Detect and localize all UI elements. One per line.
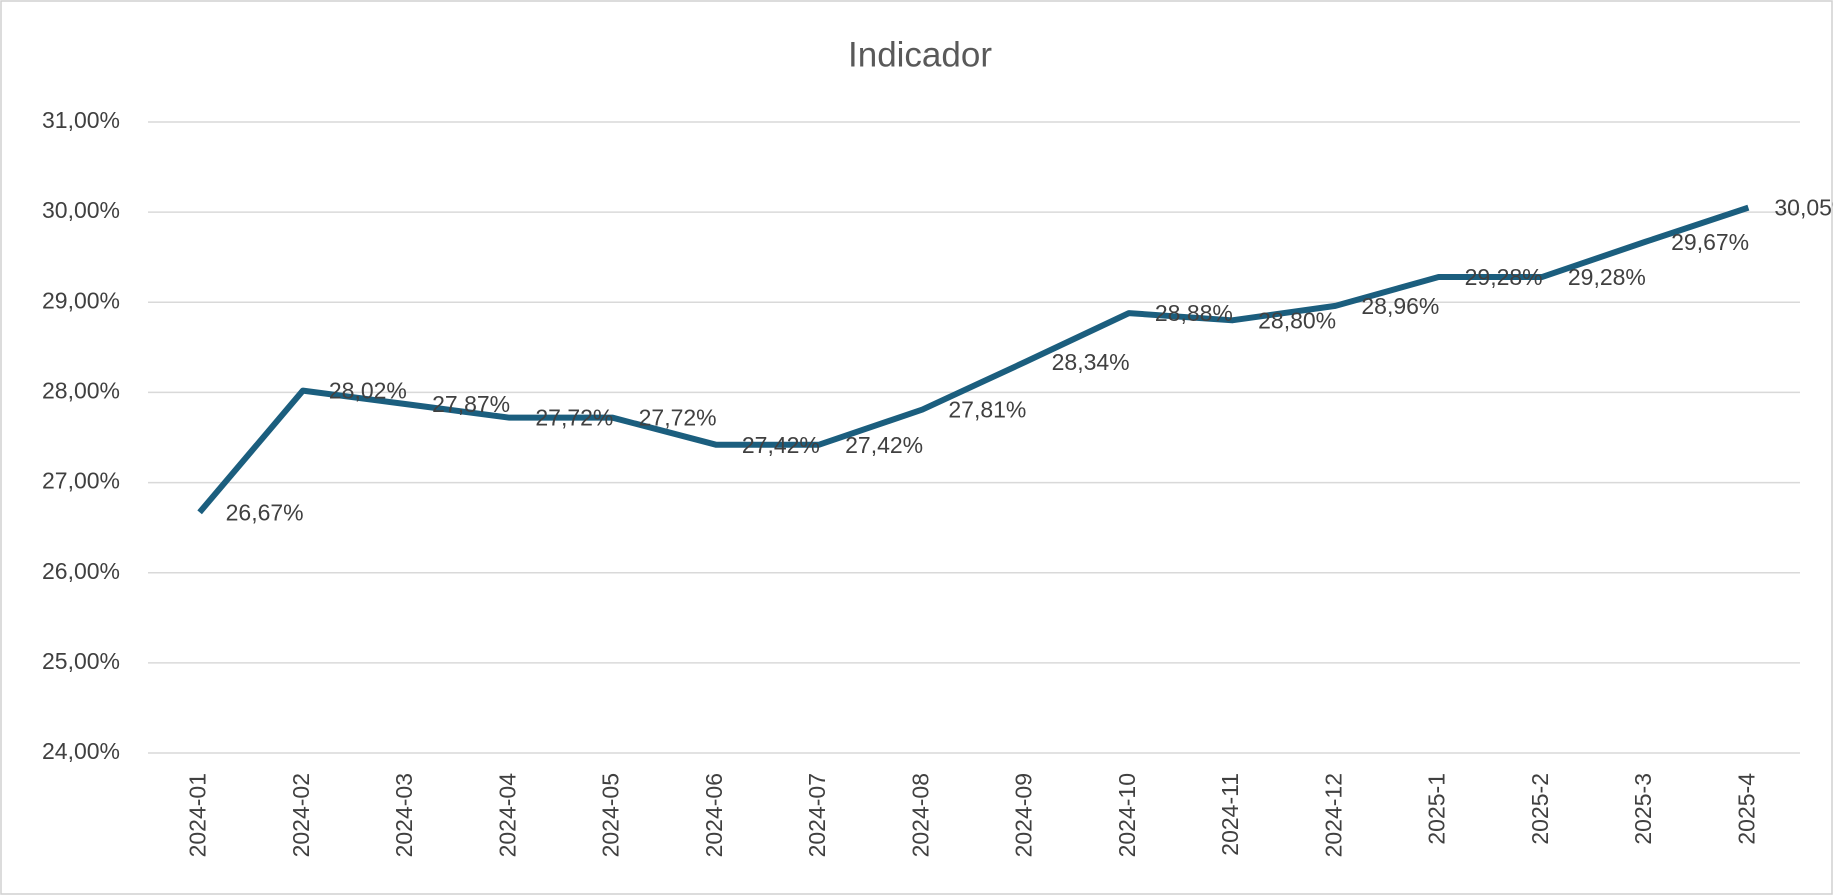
x-tick-label: 2025-1 [1424, 773, 1450, 845]
data-label: 27,81% [948, 397, 1026, 423]
data-label: 29,28% [1465, 264, 1543, 290]
x-tick-label: 2024-11 [1217, 773, 1243, 856]
data-label: 28,02% [329, 378, 407, 404]
y-tick-label: 31,00% [42, 107, 120, 133]
data-label: 29,67% [1671, 229, 1749, 255]
x-tick-label: 2024-06 [701, 773, 727, 857]
x-tick-label: 2024-09 [1011, 773, 1037, 857]
data-label: 28,34% [1052, 349, 1130, 375]
data-label: 27,87% [432, 391, 510, 417]
x-tick-label: 2024-05 [598, 773, 624, 857]
data-label: 30,05% [1774, 195, 1833, 221]
data-label: 27,42% [845, 432, 923, 458]
line [197, 204, 1750, 515]
x-tick-label: 2025-4 [1733, 773, 1759, 845]
x-tick-label: 2024-02 [288, 773, 314, 857]
y-tick-label: 26,00% [42, 558, 120, 584]
x-tick-label: 2024-01 [185, 773, 211, 857]
x-tick-label: 2025-2 [1527, 773, 1553, 845]
data-label: 27,72% [535, 405, 613, 431]
x-tick-label: 2024-10 [1114, 773, 1140, 857]
data-label: 29,28% [1568, 264, 1646, 290]
y-tick-label: 24,00% [42, 738, 120, 764]
y-tick-label: 28,00% [42, 378, 120, 404]
y-tick-label: 30,00% [42, 197, 120, 223]
chart-title: Indicador [848, 35, 992, 74]
x-tick-label: 2024-03 [391, 773, 417, 857]
data-label: 28,96% [1361, 293, 1439, 319]
data-label: 28,88% [1155, 300, 1233, 326]
data-label: 26,67% [226, 499, 304, 525]
data-label: 27,72% [639, 405, 717, 431]
x-tick-label: 2024-12 [1320, 773, 1346, 857]
y-tick-label: 27,00% [42, 468, 120, 494]
x-tick-label: 2024-07 [804, 773, 830, 857]
data-label: 28,80% [1258, 307, 1336, 333]
x-tick-label: 2025-3 [1630, 773, 1656, 845]
data-label: 27,42% [742, 432, 820, 458]
x-tick-label: 2024-04 [494, 773, 520, 858]
y-tick-label: 25,00% [42, 648, 120, 674]
x-tick-label: 2024-08 [907, 773, 933, 857]
y-tick-label: 29,00% [42, 287, 120, 313]
